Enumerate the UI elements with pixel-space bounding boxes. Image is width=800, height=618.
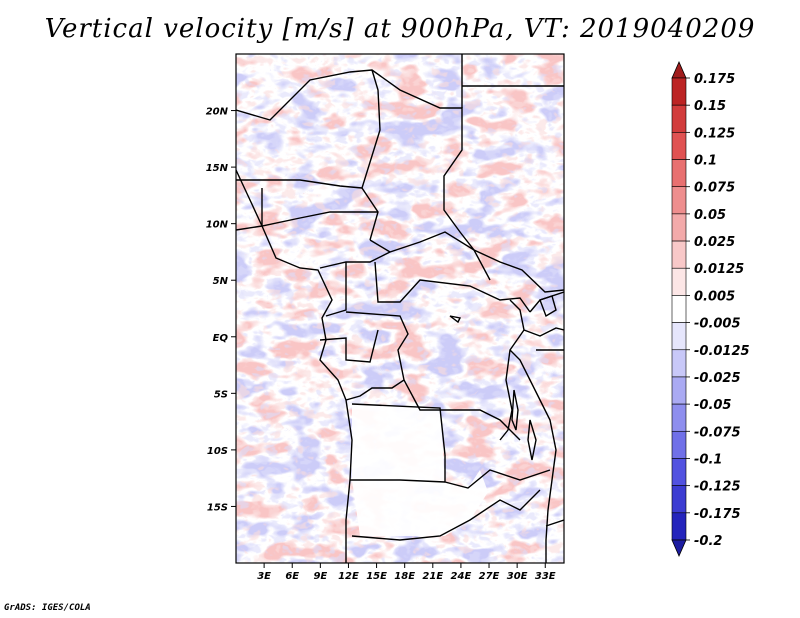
colorbar-swatch: [671, 159, 687, 188]
colorbar-swatch: [671, 295, 687, 323]
grads-credit: GrADS: IGES/COLA: [4, 603, 91, 613]
colorbar-label: 0.125: [694, 126, 735, 141]
colorbar-swatch: [671, 186, 687, 215]
colorbar-swatch: [671, 349, 687, 378]
x-tick-label: 27E: [479, 571, 500, 582]
y-tick-label: 10N: [206, 220, 229, 231]
colorbar-label: -0.1: [694, 452, 722, 467]
colorbar-swatch: [671, 240, 687, 269]
y-tick-label: 10S: [207, 446, 228, 457]
colorbar-label: -0.175: [694, 507, 741, 522]
colorbar-label: 0.0125: [694, 262, 744, 277]
colorbar-swatch: [671, 430, 687, 459]
colorbar-swatch: [671, 132, 687, 160]
colorbar-label: -0.0125: [694, 344, 750, 359]
colorbar-swatch: [671, 458, 687, 486]
x-tick-label: 21E: [422, 571, 443, 582]
colorbar-swatch: [671, 512, 687, 541]
colorbar-min-triangle: [671, 539, 687, 557]
x-tick-label: 12E: [338, 571, 359, 582]
colorbar-swatch: [671, 77, 687, 106]
x-tick-label: 24E: [451, 571, 472, 582]
colorbar-label: -0.05: [694, 398, 731, 413]
y-tick-label: 15S: [207, 502, 228, 513]
y-tick-label: 15N: [206, 163, 229, 174]
colorbar-label: -0.125: [694, 480, 741, 495]
colorbar-swatch: [671, 485, 687, 514]
colorbar-label: 0.075: [694, 181, 735, 196]
x-tick-label: 9E: [313, 571, 327, 582]
colorbar-label: -0.075: [694, 425, 741, 440]
colorbar-label: 0.1: [694, 154, 717, 169]
y-tick-label: 20N: [206, 107, 229, 118]
y-tick-label: EQ: [213, 333, 229, 344]
colorbar-label: -0.025: [694, 371, 741, 386]
chart-title: Vertical velocity [m/s] at 900hPa, VT: 2…: [44, 14, 756, 44]
x-tick-label: 3E: [257, 571, 271, 582]
colorbar-label: 0.15: [694, 99, 726, 114]
colorbar-label: -0.2: [694, 534, 722, 549]
velocity-field: [236, 54, 564, 563]
colorbar-swatch: [671, 213, 687, 242]
colorbar-max-triangle: [671, 61, 687, 79]
y-tick-label: 5N: [213, 276, 229, 287]
x-tick-label: 6E: [285, 571, 299, 582]
x-tick-label: 18E: [394, 571, 415, 582]
colorbar-swatch: [671, 322, 687, 351]
colorbar-swatch: [671, 403, 687, 432]
colorbar-label: 0.175: [694, 72, 735, 87]
x-tick-label: 33E: [535, 571, 556, 582]
country-borders: [236, 54, 564, 563]
colorbar-label: 0.05: [694, 208, 726, 223]
colorbar-label: 0.025: [694, 235, 735, 250]
colorbar-label: 0.005: [694, 289, 735, 304]
x-tick-label: 30E: [507, 571, 528, 582]
colorbar-label: -0.005: [694, 317, 741, 332]
colorbar-swatch: [671, 376, 687, 405]
colorbar-swatch: [671, 267, 687, 296]
map-frame: [235, 53, 565, 564]
colorbar-swatch: [671, 104, 687, 133]
x-tick-label: 15E: [366, 571, 387, 582]
y-tick-label: 5S: [214, 389, 228, 400]
